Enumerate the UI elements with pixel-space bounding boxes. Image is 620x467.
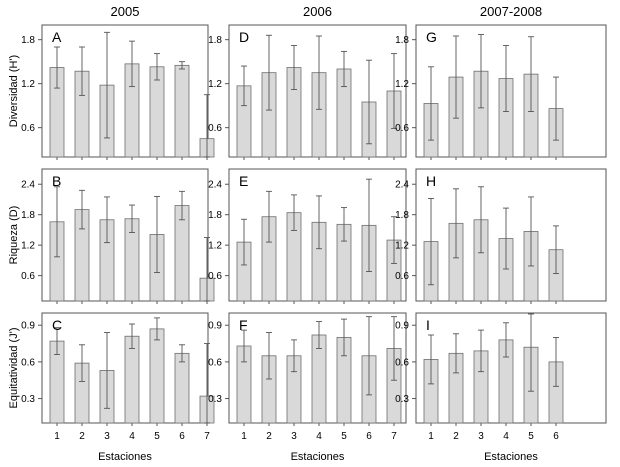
panel-letter: H (426, 173, 436, 189)
panel-b: 0.6 1.2 1.8 2.4 B (21, 168, 215, 304)
y-tick-label: 0.6 (21, 123, 35, 134)
y-tick-label: 1.8 (395, 35, 409, 46)
y-tick-label: 0.3 (208, 394, 222, 405)
panel-c: 0.3 0.6 0.9 1 2 3 4 5 6 7 C (21, 312, 215, 442)
panel-letter: D (239, 29, 249, 45)
x-tick-label: 2 (79, 431, 85, 442)
column-title: 2006 (303, 4, 332, 19)
y-tick-label: 0.6 (395, 357, 409, 368)
x-tick-label: 5 (528, 431, 534, 442)
x-tick-label: 4 (503, 431, 509, 442)
x-tick-label: 1 (241, 431, 247, 442)
x-tick-label: 5 (154, 431, 160, 442)
bar (174, 352, 190, 424)
y-tick-label: 0.3 (21, 394, 35, 405)
y-tick-label: 0.9 (21, 321, 35, 332)
x-tick-label: 6 (366, 431, 372, 442)
y-tick-label: 0.9 (395, 321, 409, 332)
x-tick-label: 2 (266, 431, 272, 442)
panel-letter: G (426, 29, 437, 45)
x-tick-label: 1 (428, 431, 434, 442)
row-ylabels: Diversidad (H') Riqueza (D) Equitatividad … (8, 55, 20, 409)
y-tick-label: 2.4 (395, 180, 409, 191)
panel-letter: C (52, 317, 62, 333)
y-tick-label: 1.2 (21, 241, 35, 252)
panel-letter: E (239, 173, 248, 189)
y-tick-label: 1.8 (208, 35, 222, 46)
x-tick-label: 2 (453, 431, 459, 442)
y-tick-label: 1.2 (395, 79, 409, 90)
x-tick-label: 3 (478, 431, 484, 442)
y-tick-label: 1.2 (208, 79, 222, 90)
x-tick-label: 7 (204, 431, 210, 442)
panel-e: 0.6 1.2 1.8 2.4 E (208, 168, 407, 304)
y-tick-label: 0.6 (208, 357, 222, 368)
x-axis-labels: Estaciones Estaciones Estaciones (98, 451, 538, 463)
panel-d: 0.6 1.2 1.8 D (208, 24, 407, 160)
x-tick-label: 4 (129, 431, 135, 442)
panel-letter: A (52, 29, 62, 45)
panel-a: 0.6 1.2 1.8 A (21, 24, 215, 160)
y-tick-label: 0.6 (208, 123, 222, 134)
panel-i: 0.3 0.6 0.9 1 2 3 4 5 6 I (395, 312, 607, 442)
panel-letter: B (52, 173, 61, 189)
x-axis-label: Estaciones (484, 451, 538, 463)
panel-letter: F (239, 317, 248, 333)
y-tick-label: 1.8 (208, 210, 222, 221)
y-tick-label: 0.6 (21, 357, 35, 368)
x-tick-label: 3 (291, 431, 297, 442)
x-tick-label: 5 (341, 431, 347, 442)
y-axis-label: Equitatividad (J') (8, 328, 20, 409)
bar (174, 64, 190, 158)
column-title: 2005 (111, 4, 140, 19)
bar (124, 335, 140, 424)
x-tick-label: 6 (179, 431, 185, 442)
y-tick-label: 1.8 (21, 35, 35, 46)
y-axis-label: Diversidad (H') (8, 55, 20, 127)
panel-f: 0.3 0.6 0.9 1 2 3 4 5 6 7 F (208, 312, 407, 442)
x-axis-label: Estaciones (98, 451, 152, 463)
y-tick-label: 1.2 (21, 79, 35, 90)
y-tick-label: 1.8 (21, 210, 35, 221)
x-tick-label: 4 (316, 431, 322, 442)
y-tick-label: 1.8 (395, 210, 409, 221)
y-tick-label: 1.2 (395, 241, 409, 252)
y-tick-label: 0.6 (21, 271, 35, 282)
x-tick-label: 3 (104, 431, 110, 442)
panel-h: 0.6 1.2 1.8 2.4 H (395, 168, 607, 304)
y-tick-label: 1.2 (208, 241, 222, 252)
y-axis-label: Riqueza (D) (8, 206, 20, 265)
column-titles: 2005 2006 2007-2008 (111, 4, 543, 19)
y-tick-label: 2.4 (208, 180, 222, 191)
panel-g: 0.6 1.2 1.8 G (395, 24, 607, 160)
bar (149, 328, 165, 424)
y-tick-label: 0.6 (395, 271, 409, 282)
y-tick-label: 0.6 (395, 123, 409, 134)
y-tick-label: 2.4 (21, 180, 35, 191)
panels: 0.6 1.2 1.8 A 0.6 1.2 1.8 D 0.6 1.2 1.8 G 0.6 1.2 1.8 2… (21, 24, 607, 442)
x-tick-label: 7 (391, 431, 397, 442)
x-axis-label: Estaciones (291, 451, 345, 463)
y-tick-label: 0.6 (208, 271, 222, 282)
x-tick-label: 6 (553, 431, 559, 442)
y-tick-label: 0.3 (395, 394, 409, 405)
column-title: 2007-2008 (480, 4, 542, 19)
x-tick-label: 1 (54, 431, 60, 442)
y-tick-label: 0.9 (208, 321, 222, 332)
panel-letter: I (426, 317, 430, 333)
